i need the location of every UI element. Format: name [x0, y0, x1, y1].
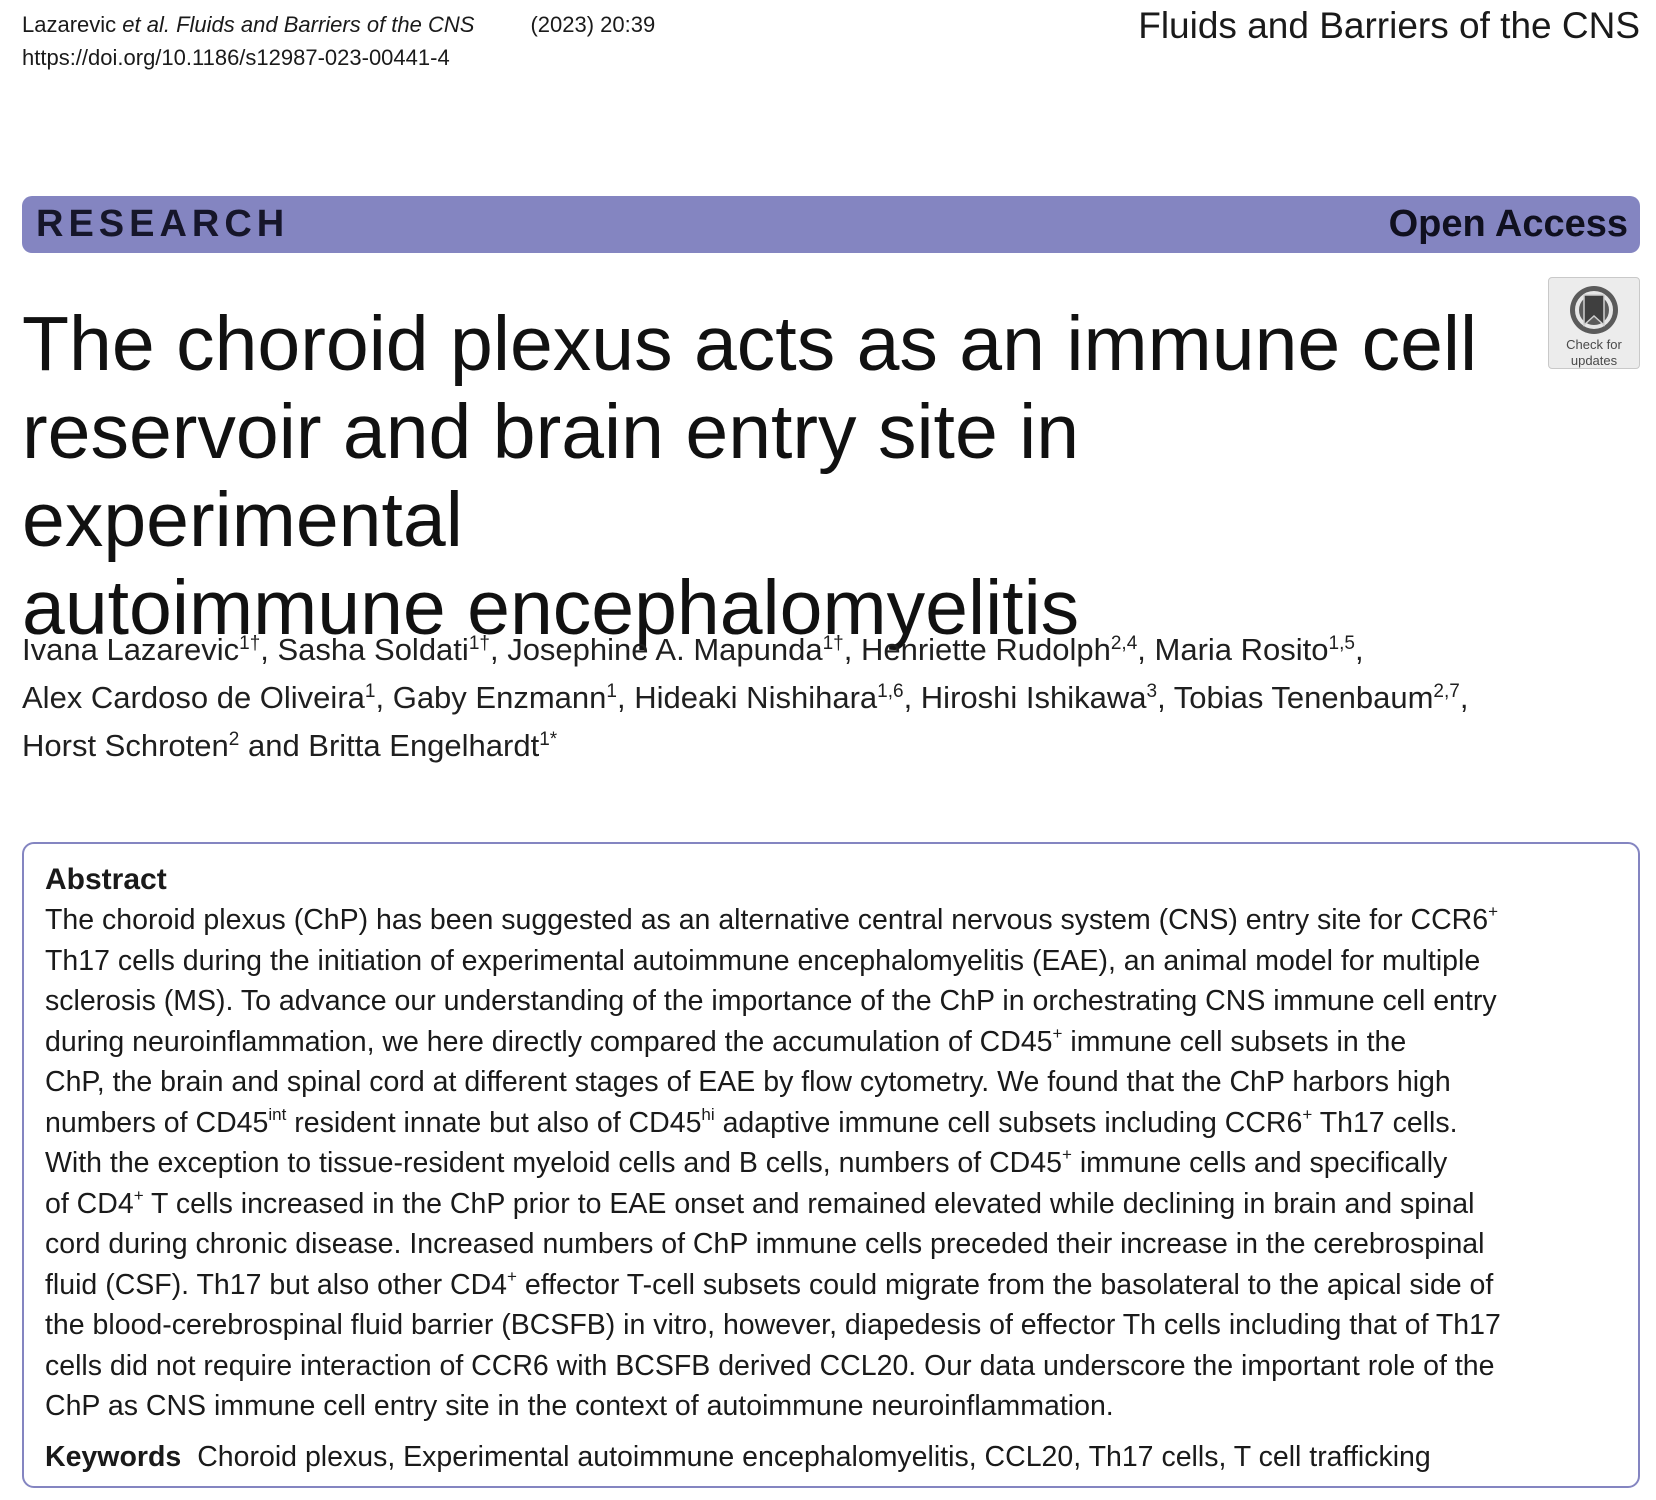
author-affiliation: 2 — [228, 729, 240, 750]
author-separator: , — [1354, 632, 1364, 667]
author-separator: , — [1459, 680, 1469, 715]
author-separator: , — [616, 680, 635, 715]
citation-journal: Fluids and Barriers of the CNS — [169, 12, 475, 37]
citation-authors: Lazarevic — [22, 12, 123, 37]
abstract-text: The choroid plexus (ChP) has been sugges… — [45, 902, 1501, 1422]
check-for-updates-button[interactable]: Check for updates — [1548, 277, 1640, 369]
article-type-banner: RESEARCH Open Access — [22, 196, 1640, 253]
author-affiliation: 1,6 — [877, 681, 904, 702]
open-access-label: Open Access — [1388, 203, 1628, 245]
citation-year: (2023) 20:39 — [530, 12, 656, 37]
author-separator: , — [260, 632, 278, 667]
author-separator: , — [375, 680, 393, 715]
author-name[interactable]: Britta Engelhardt — [308, 728, 540, 763]
author-affiliation: 3 — [1146, 681, 1158, 702]
author-separator: , — [903, 680, 921, 715]
title-line: The choroid plexus acts as an immune cel… — [22, 301, 1478, 387]
check-for-updates-line1: Check for — [1566, 337, 1622, 352]
citation-etal: et al. — [122, 12, 170, 37]
title-line: reservoir and brain entry site in experi… — [22, 389, 1080, 563]
author-separator: , — [843, 632, 861, 667]
check-for-updates-icon — [1570, 286, 1618, 334]
author-name[interactable]: Alex Cardoso de Oliveira — [22, 680, 365, 715]
author-affiliation: 2,4 — [1110, 633, 1138, 654]
citation-line: Lazarevic et al. Fluids and Barriers of … — [22, 8, 655, 41]
author-name[interactable]: Maria Rosito — [1154, 632, 1329, 667]
author-separator: , — [1137, 632, 1155, 667]
author-affiliation: 2,7 — [1433, 681, 1460, 702]
keywords-label: Keywords — [45, 1440, 182, 1473]
author-affiliation: 1† — [822, 633, 844, 654]
author-affiliation: 1 — [364, 681, 376, 702]
author-affiliation: 1 — [606, 681, 617, 702]
check-for-updates-line2: updates — [1570, 353, 1618, 368]
author-name[interactable]: Gaby Enzmann — [392, 680, 607, 715]
author-affiliation: 1* — [539, 729, 558, 750]
author-name[interactable]: Ivana Lazarevic — [22, 632, 240, 667]
journal-name: Fluids and Barriers of the CNS — [1138, 5, 1640, 46]
author-name[interactable]: Hideaki Nishihara — [634, 680, 878, 715]
article-title: The choroid plexus acts as an immune cel… — [22, 300, 1522, 652]
title-line: autoimmune encephalomyelitis — [22, 565, 1080, 651]
citation-block: Lazarevic et al. Fluids and Barriers of … — [22, 8, 655, 74]
author-name[interactable]: Hiroshi Ishikawa — [920, 680, 1147, 715]
author-affiliation: 1† — [468, 633, 490, 654]
keywords-text: Choroid plexus, Experimental autoimmune … — [197, 1440, 1431, 1473]
author-separator: , — [489, 632, 508, 667]
author-affiliation: 1† — [239, 633, 261, 654]
author-name[interactable]: Tobias Tenenbaum — [1173, 680, 1434, 715]
doi-link[interactable]: https://doi.org/10.1186/s12987-023-00441… — [22, 45, 450, 70]
abstract-heading: Abstract — [45, 863, 167, 896]
abstract-box: Abstract The choroid plexus (ChP) has be… — [22, 842, 1640, 1488]
author-name[interactable]: Horst Schroten — [22, 728, 229, 763]
author-affiliation: 1,5 — [1328, 633, 1355, 654]
author-name[interactable]: Sasha Soldati — [277, 632, 469, 667]
article-type: RESEARCH — [36, 203, 290, 245]
author-list: Ivana Lazarevic1†, Sasha Soldati1†, Jose… — [22, 626, 1522, 770]
author-name[interactable]: Henriette Rudolph — [860, 632, 1111, 667]
author-separator: , — [1157, 680, 1174, 715]
author-name[interactable]: Josephine A. Mapunda — [507, 632, 823, 667]
author-separator: and — [239, 728, 309, 763]
keywords: Keywords Choroid plexus, Experimental aut… — [45, 1437, 1620, 1477]
